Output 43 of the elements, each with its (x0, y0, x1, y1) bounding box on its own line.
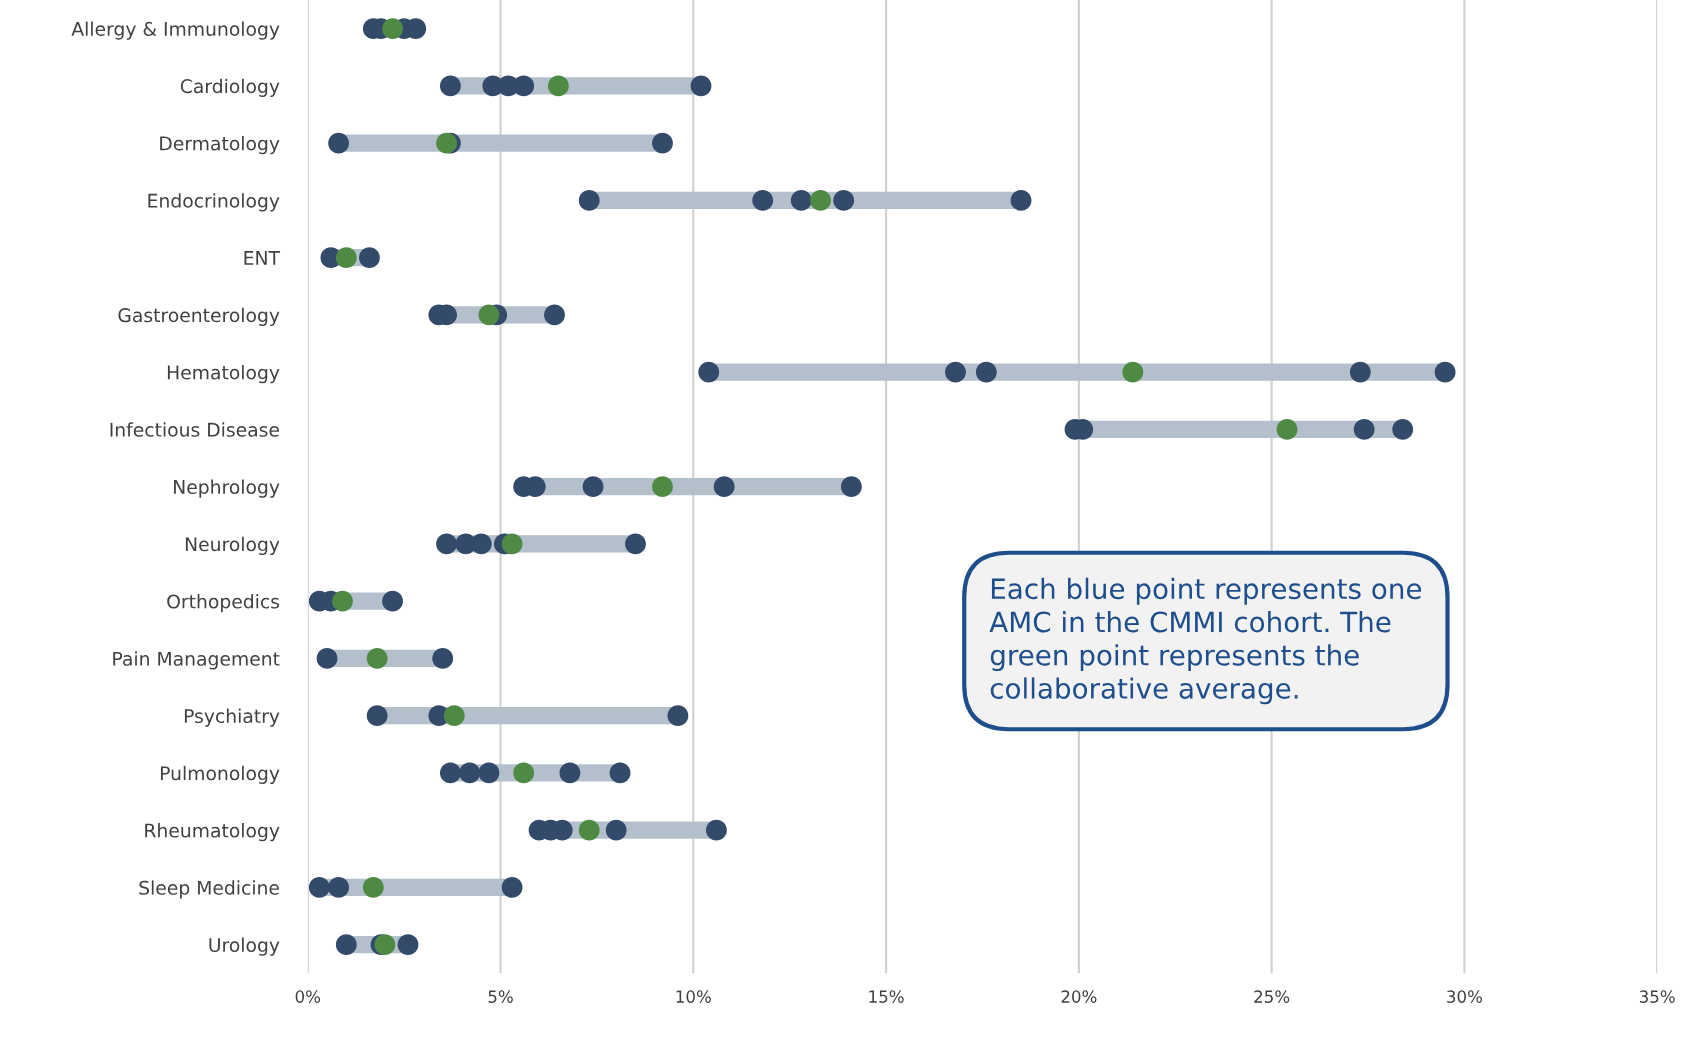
y-tick-label: Endocrinology (148, 193, 280, 212)
x-tick-label: 20% (1061, 990, 1097, 1003)
y-tick-label: Pulmonology (160, 765, 280, 784)
point (374, 934, 396, 956)
point (578, 819, 600, 841)
y-tick-label: ENT (244, 251, 281, 265)
y-tick-label: Orthopedics (167, 594, 280, 613)
x-tick-label: 0% (295, 990, 321, 1003)
y-tick-label: Infectious Disease (110, 422, 279, 437)
y-tick-label: Neurology (185, 536, 280, 555)
annotation: Each blue point represents one AMC in the CMMI cohort. The green point represents the collaborative average. (989, 577, 1422, 705)
x-tick-label: 10% (676, 990, 711, 1003)
y-tick-label: Cardiology (180, 78, 280, 97)
x-tick-label: 25% (1254, 990, 1290, 1003)
point (652, 476, 673, 498)
point (362, 877, 384, 898)
x-tick-label: 5% (488, 990, 513, 1003)
point (547, 75, 569, 97)
y-tick-label: Rheumatology (145, 823, 280, 842)
y-tick-label: Hematology (167, 365, 280, 384)
x-tick-label: 15% (869, 990, 904, 1003)
point (366, 648, 388, 669)
y-tick-label: Gastroenterology (118, 307, 280, 326)
point (443, 705, 465, 727)
point (335, 247, 357, 269)
point (513, 762, 535, 784)
y-tick-label: Psychiatry (184, 708, 280, 727)
y-tick-label: Sleep Medicine (139, 880, 279, 899)
y-tick-label: Dermatology (160, 136, 280, 155)
y-tick-label: Nephrology (174, 479, 280, 498)
point (501, 533, 523, 555)
point (382, 18, 403, 40)
point (436, 132, 457, 154)
point (478, 304, 500, 326)
point (332, 590, 353, 612)
x-tick-label: 35% (1639, 990, 1675, 1003)
point (1122, 361, 1144, 383)
x-tick-label: 30% (1447, 990, 1483, 1003)
y-tick-label: Allergy & Immunology (71, 21, 280, 40)
y-tick-label: Urology (209, 937, 280, 956)
point (1276, 419, 1298, 440)
y-tick-label: Pain Management (113, 651, 280, 670)
point (810, 189, 831, 211)
